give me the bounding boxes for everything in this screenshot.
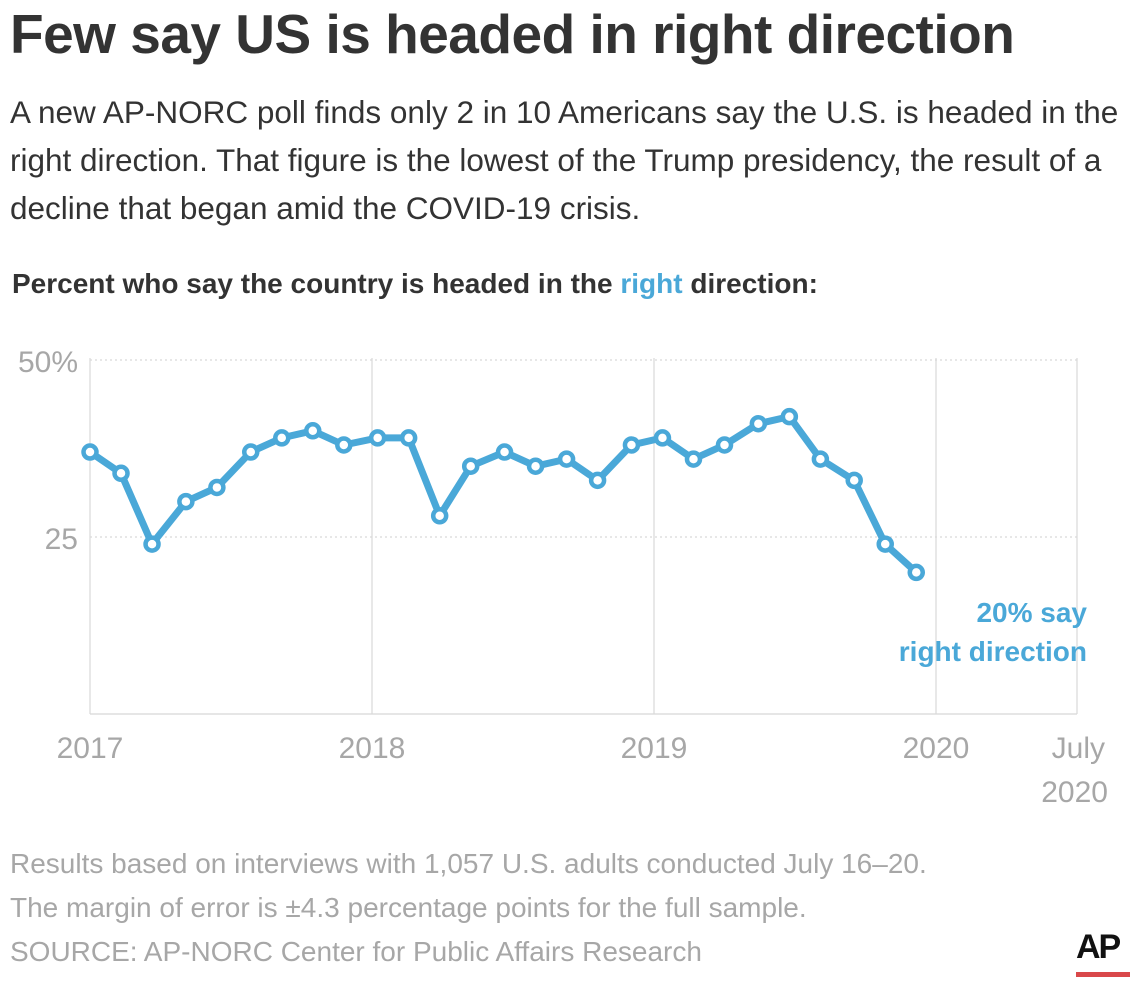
data-point (557, 450, 576, 468)
y-axis: 50% 25 (18, 346, 78, 556)
series-layer (81, 407, 926, 582)
ap-logo: AP (1076, 928, 1130, 980)
data-point (304, 422, 322, 440)
x-axis: 2017 2018 2019 2020 July 2020 (57, 732, 1108, 809)
data-point (876, 535, 894, 553)
source-note: SOURCE: AP-NORC Center for Public Affair… (10, 936, 702, 967)
data-point (112, 464, 130, 483)
data-point (588, 471, 607, 490)
margin-of-error-note: The margin of error is ±4.3 percentage p… (10, 892, 807, 923)
data-point (399, 429, 418, 447)
chart-subtitle: Percent who say the country is headed in… (12, 268, 818, 300)
ap-logo-text: AP (1076, 928, 1121, 966)
x-tick-label: July (1052, 732, 1105, 765)
annotation-line1: 20% say (976, 597, 1087, 628)
data-point (143, 535, 161, 553)
subtitle-accent: right (620, 268, 683, 299)
data-point (335, 436, 353, 454)
annotation-line2: right direction (899, 636, 1087, 667)
x-tick-label: 2020 (903, 732, 970, 765)
subtitle-before: Percent who say the country is headed in… (12, 268, 621, 299)
line-chart: 50% 25 2017 2018 2019 2020 July 2020 20% say ri… (18, 346, 1108, 809)
methodology-note: Results based on interviews with 1,057 U… (10, 848, 927, 879)
x-tick-label-line2: 2020 (1041, 776, 1108, 809)
data-point (273, 429, 291, 447)
x-tick-label: 2019 (621, 732, 688, 765)
data-point (177, 492, 195, 511)
data-point (241, 443, 260, 461)
data-point (653, 429, 672, 447)
data-point (749, 414, 768, 433)
chart-grid (89, 358, 1078, 715)
annotation: 20% say right direction (899, 597, 1088, 667)
data-point (430, 507, 449, 525)
chart-notes: Results based on interviews with 1,057 U… (10, 842, 927, 974)
headline: Few say US is headed in right direction (10, 3, 1015, 65)
data-point (368, 429, 387, 447)
data-point (780, 407, 799, 426)
y-tick-label: 50% (18, 346, 78, 379)
data-point (495, 443, 514, 461)
intro-text: A new AP-NORC poll finds only 2 in 10 Am… (10, 94, 1119, 226)
y-tick-label: 25 (45, 523, 78, 556)
data-point (715, 436, 734, 454)
data-point (811, 450, 830, 468)
data-point (907, 563, 926, 582)
data-point (81, 443, 99, 461)
x-tick-label: 2017 (57, 732, 124, 765)
ap-logo-bar (1076, 972, 1130, 977)
subtitle-after: direction: (682, 268, 818, 299)
data-point (208, 478, 226, 497)
data-point (526, 457, 545, 475)
x-tick-label: 2018 (339, 732, 406, 765)
data-point (622, 436, 641, 454)
data-point (845, 471, 863, 490)
data-point (684, 450, 703, 468)
data-point (461, 457, 480, 475)
